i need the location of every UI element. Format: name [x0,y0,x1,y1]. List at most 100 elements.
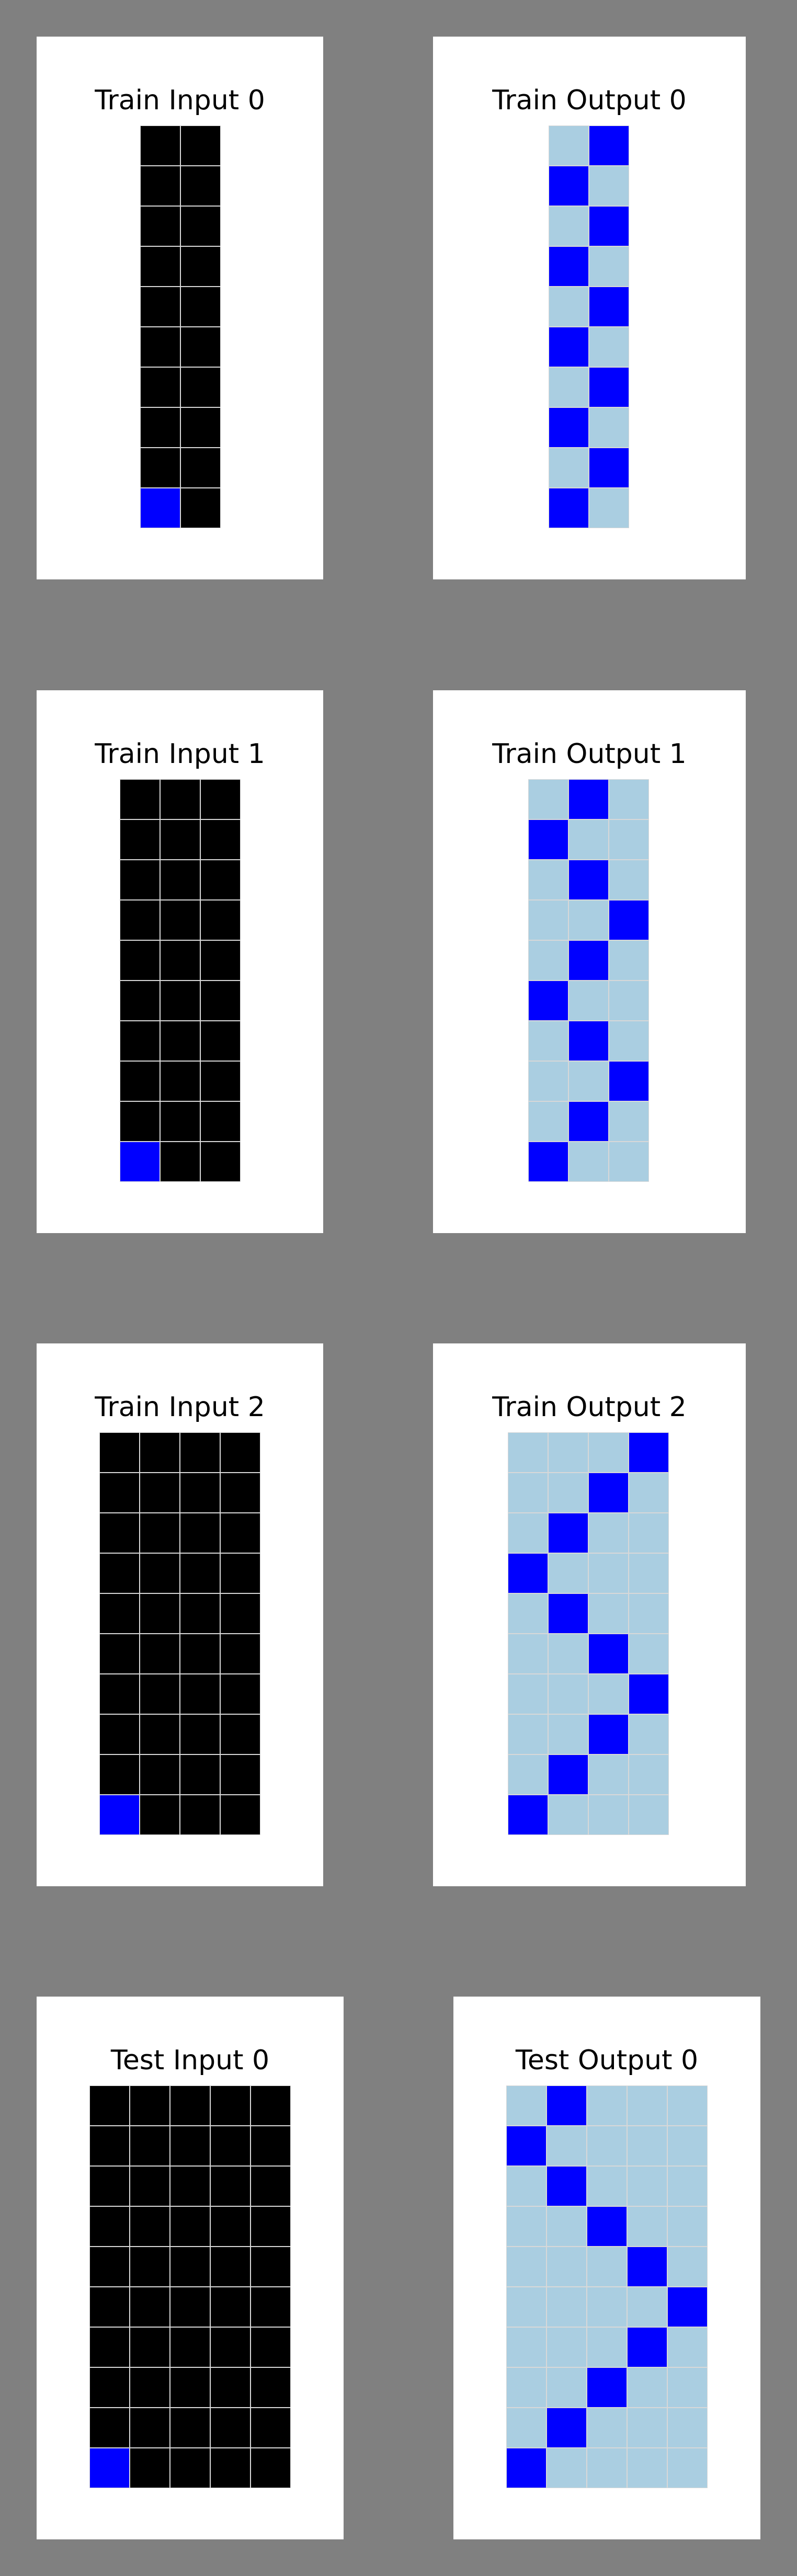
grid-cell [589,407,629,448]
grid-cell [130,2287,170,2327]
grid-cell [589,166,629,206]
grid-cell [160,1061,200,1101]
grid-cell [99,1795,140,1835]
grid-cell [160,900,200,940]
grid-cell [140,1795,180,1835]
grid-cell [548,1513,588,1553]
grid-cell [667,2408,708,2448]
grid-cell [89,2166,130,2206]
grid-cell [588,1754,629,1795]
grid-cell [627,2126,667,2166]
panel-title: Test Output 0 [515,2045,699,2076]
grid-cell [568,981,609,1021]
grid-cell [170,2085,210,2126]
grid-cell [546,2408,587,2448]
grid-cell [220,1634,260,1674]
grid-cell [549,488,589,528]
grid-cell [140,1553,180,1593]
grid-cell [589,287,629,327]
grid-cell [170,2126,210,2166]
grid-cell [609,1142,649,1182]
grid-cell [140,166,180,206]
grid-cell [220,1674,260,1714]
grid-cell [549,246,589,287]
grid-cell [588,1473,629,1513]
grid-cell [629,1795,669,1835]
panel-train-input-0: Train Input 0 [37,37,323,579]
grid-cell [120,779,160,819]
grid-cell [251,2287,291,2327]
grid-cell [180,1553,220,1593]
grid-cell [180,1593,220,1634]
grid-cell [568,1101,609,1142]
panel-title: Train Input 1 [95,738,265,770]
grid-cell [549,126,589,166]
grid-cell [546,2367,587,2408]
grid-cell [587,2247,627,2287]
grid-cell [140,126,180,166]
panel-train-output-1: Train Output 1 [433,690,746,1233]
grid-cell [89,2247,130,2287]
grid-cell [549,206,589,246]
grid-cell [508,1634,548,1674]
grid-cell [588,1674,629,1714]
grid-cell [568,819,609,860]
grid-cell [210,2408,251,2448]
grid-cell [180,1714,220,1754]
grid-cell [180,1754,220,1795]
grid-cell [546,2085,587,2126]
grid-cell [587,2448,627,2488]
grid-cell [140,1754,180,1795]
grid-cell [629,1714,669,1754]
grid-cell [200,981,241,1021]
grid-train-input-2 [99,1432,260,1835]
panel-test-output-0: Test Output 0 [453,1997,760,2539]
grid-cell [587,2085,627,2126]
grid-test-output-0 [506,2085,708,2488]
grid-cell [589,206,629,246]
grid-cell [120,1142,160,1182]
grid-cell [251,2206,291,2247]
panel-title: Train Output 2 [492,1392,687,1423]
grid-cell [140,367,180,407]
grid-cell [210,2287,251,2327]
grid-cell [99,1553,140,1593]
grid-cell [120,981,160,1021]
grid-cell [588,1634,629,1674]
grid-cell [160,779,200,819]
grid-cell [546,2327,587,2367]
grid-cell [587,2206,627,2247]
grid-cell [589,448,629,488]
grid-cell [528,819,568,860]
grid-cell [160,819,200,860]
grid-cell [160,940,200,981]
grid-cell [528,779,568,819]
grid-cell [506,2448,546,2488]
grid-cell [180,448,221,488]
grid-cell [180,488,221,528]
grid-cell [99,1473,140,1513]
grid-cell [629,1432,669,1473]
grid-cell [548,1432,588,1473]
grid-cell [140,1513,180,1553]
grid-cell [549,407,589,448]
grid-cell [609,1021,649,1061]
grid-cell [200,860,241,900]
grid-cell [251,2085,291,2126]
grid-cell [508,1714,548,1754]
grid-cell [548,1674,588,1714]
grid-cell [528,1142,568,1182]
grid-cell [220,1754,260,1795]
grid-cell [627,2367,667,2408]
panel-title: Train Output 1 [492,738,687,770]
grid-cell [99,1513,140,1553]
grid-cell [528,981,568,1021]
grid-cell [568,900,609,940]
grid-cell [568,779,609,819]
grid-cell [629,1513,669,1553]
grid-cell [667,2448,708,2488]
grid-train-input-1 [120,779,241,1182]
grid-cell [99,1432,140,1473]
grid-cell [89,2206,130,2247]
grid-cell [140,1473,180,1513]
